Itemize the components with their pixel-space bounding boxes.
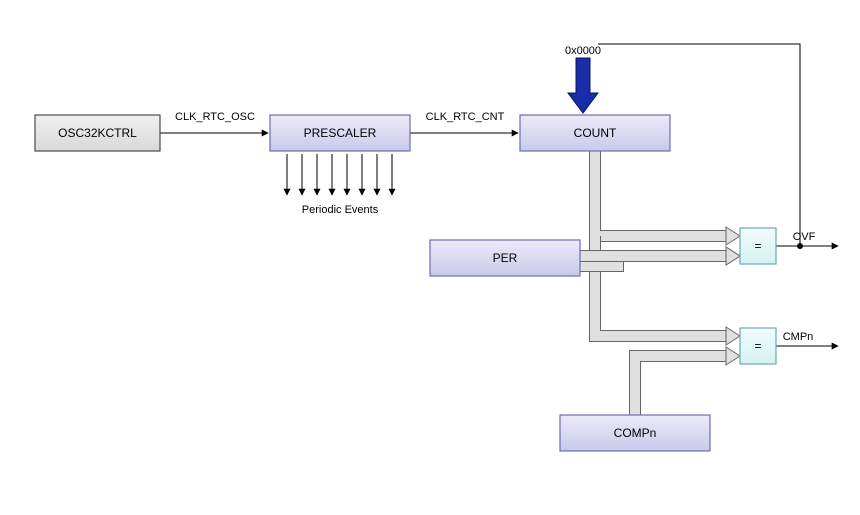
label-cmpn: CMPn bbox=[783, 331, 814, 343]
block-osc: OSC32KCTRL bbox=[35, 115, 160, 151]
label-clk_rtc_cnt: CLK_RTC_CNT bbox=[426, 111, 505, 123]
block-per-label: PER bbox=[493, 251, 518, 265]
block-prescaler: PRESCALER bbox=[270, 115, 410, 151]
label-reset_value: 0x0000 bbox=[565, 45, 601, 57]
block-count-label: COUNT bbox=[574, 126, 617, 140]
reset-arrow bbox=[568, 58, 598, 113]
block-prescaler-label: PRESCALER bbox=[304, 126, 377, 140]
block-eq2: = bbox=[740, 328, 776, 364]
block-eq2-label: = bbox=[754, 339, 761, 353]
block-compn: COMPn bbox=[560, 415, 710, 451]
label-ovf: OVF bbox=[793, 231, 816, 243]
block-compn-label: COMPn bbox=[614, 426, 657, 440]
block-eq1: = bbox=[740, 228, 776, 264]
block-per: PER bbox=[430, 240, 580, 276]
label-periodic_events: Periodic Events bbox=[302, 204, 379, 216]
block-eq1-label: = bbox=[754, 239, 761, 253]
block-osc-label: OSC32KCTRL bbox=[58, 126, 137, 140]
block-count: COUNT bbox=[520, 115, 670, 151]
label-clk_rtc_osc: CLK_RTC_OSC bbox=[175, 111, 255, 123]
